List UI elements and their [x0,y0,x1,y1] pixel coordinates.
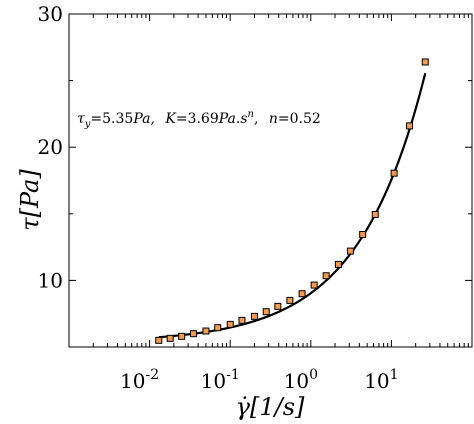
axis-ticks [68,13,473,348]
data-point [226,320,234,328]
plot-frame [68,13,473,348]
data-point [178,332,186,340]
data-point [359,230,367,238]
data-point [166,334,174,342]
data-point [202,327,210,335]
data-point [155,336,163,344]
y-axis-label: τ[Pa] [16,169,44,231]
data-point [322,272,330,280]
data-point [238,316,246,324]
x-tick-label: 10-1 [201,367,240,393]
data-markers [155,58,429,344]
x-axis-label: γ̇[1/s] [236,393,305,421]
x-tick-label: 100 [284,367,318,393]
y-tick-label: 30 [38,2,63,26]
y-tick-label: 20 [38,135,63,159]
data-point [390,169,398,177]
data-point [371,210,379,218]
data-point [262,308,270,316]
fit-annotation: τy=5.35Pa, K=3.69Pa.sn, n=0.52 [77,109,321,130]
data-point [334,260,342,268]
data-point [250,312,258,320]
x-tick-label: 101 [364,367,398,393]
data-point [346,247,354,255]
tick-labels: 10-2 10-1 100 101 10 20 30 [38,2,399,393]
data-point [189,330,197,338]
data-point [406,122,414,130]
x-tick-label: 10-2 [120,367,159,393]
data-point [310,281,318,289]
data-point [421,58,429,66]
y-tick-label: 10 [38,268,63,292]
data-point [286,296,294,304]
data-point [274,302,282,310]
data-point [298,290,306,298]
data-point [214,324,222,332]
